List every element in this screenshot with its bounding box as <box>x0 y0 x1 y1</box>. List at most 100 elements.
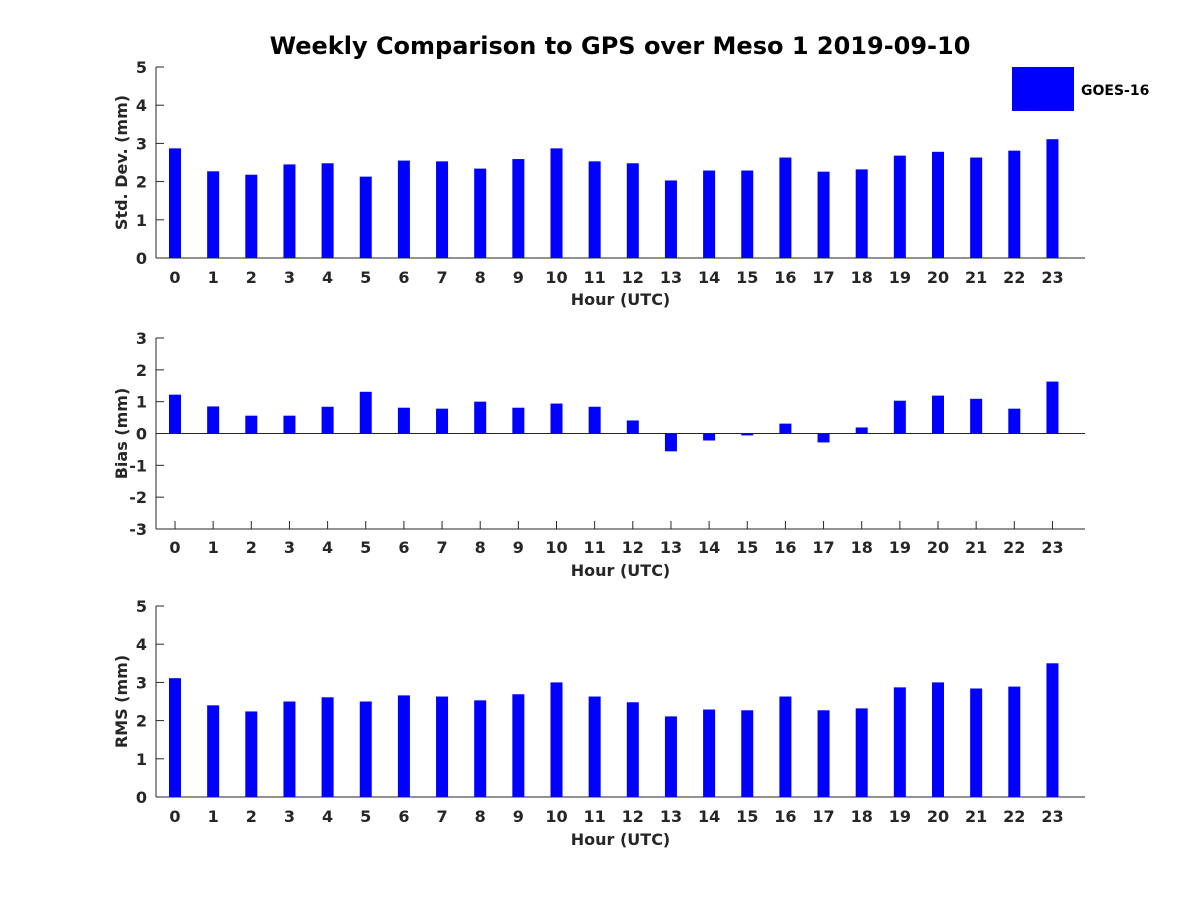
bias-y-axis-label: Bias (mm) <box>112 388 131 480</box>
std-dev-y-tick-label: 0 <box>136 249 147 268</box>
bias-x-tick-label: 19 <box>889 538 911 557</box>
rms-bar-hour-4 <box>321 697 334 797</box>
std-dev-y-tick-label: 1 <box>136 211 147 230</box>
std-dev-bar-hour-16 <box>779 157 792 258</box>
std-dev-bar-hour-1 <box>207 171 220 258</box>
rms-bar-hour-11 <box>588 696 601 797</box>
bias-y-tick-label: 2 <box>136 361 147 380</box>
rms-y-tick-label: 3 <box>136 673 147 692</box>
std-dev-x-tick-label: 23 <box>1041 268 1063 287</box>
rms-x-tick-label: 7 <box>436 807 447 826</box>
rms-bar-hour-7 <box>436 696 449 797</box>
rms-x-tick-label: 12 <box>622 807 644 826</box>
rms-y-tick-label: 4 <box>136 635 147 654</box>
bias-bar-hour-11 <box>588 406 601 434</box>
bias-y-tick-label: -3 <box>129 520 147 539</box>
std-dev-x-tick-label: 17 <box>812 268 834 287</box>
std-dev-bar-hour-4 <box>321 163 334 258</box>
std-dev-x-tick-label: 9 <box>513 268 524 287</box>
bias-bar-hour-9 <box>512 407 525 434</box>
rms-bar-hour-6 <box>397 695 410 797</box>
bias-x-tick-label: 1 <box>208 538 219 557</box>
std-dev-bar-hour-7 <box>436 161 449 258</box>
bias-bar-hour-12 <box>626 420 639 434</box>
bias-bar-hour-4 <box>321 406 334 434</box>
rms-x-tick-label: 3 <box>284 807 295 826</box>
bias-x-tick-label: 23 <box>1041 538 1063 557</box>
std-dev-x-tick-label: 3 <box>284 268 295 287</box>
bias-x-tick-label: 0 <box>169 538 180 557</box>
rms-bar-hour-21 <box>970 688 983 797</box>
bias-x-tick-label: 7 <box>436 538 447 557</box>
std-dev-x-tick-label: 14 <box>698 268 720 287</box>
std-dev-x-tick-label: 1 <box>208 268 219 287</box>
rms-x-tick-label: 19 <box>889 807 911 826</box>
std-dev-x-tick-label: 18 <box>851 268 873 287</box>
bias-x-tick-label: 16 <box>774 538 796 557</box>
std-dev-bar-hour-2 <box>245 174 258 258</box>
rms-x-axis-label: Hour (UTC) <box>571 830 671 849</box>
rms-bar-hour-8 <box>474 700 487 797</box>
std-dev-x-tick-label: 5 <box>360 268 371 287</box>
std-dev-bar-hour-22 <box>1008 150 1021 258</box>
rms-y-tick-label: 5 <box>136 597 147 616</box>
rms-bar-hour-1 <box>207 705 220 797</box>
rms-x-tick-label: 22 <box>1003 807 1025 826</box>
legend-swatch <box>1012 67 1074 111</box>
rms-x-tick-label: 5 <box>360 807 371 826</box>
rms-x-tick-label: 4 <box>322 807 333 826</box>
std-dev-x-tick-label: 20 <box>927 268 949 287</box>
rms-x-tick-label: 23 <box>1041 807 1063 826</box>
rms-x-tick-label: 11 <box>584 807 606 826</box>
rms-bar-hour-16 <box>779 696 792 797</box>
std-dev-x-tick-label: 19 <box>889 268 911 287</box>
bias-bar-hour-6 <box>397 407 410 434</box>
rms-bar-hour-12 <box>626 702 639 797</box>
std-dev-bar-hour-13 <box>664 180 677 258</box>
rms-x-tick-label: 2 <box>246 807 257 826</box>
rms-x-tick-label: 18 <box>851 807 873 826</box>
bias-x-tick-label: 15 <box>736 538 758 557</box>
bias-x-tick-label: 18 <box>851 538 873 557</box>
std-dev-bar-hour-5 <box>359 176 372 258</box>
rms-bar-hour-22 <box>1008 686 1021 797</box>
std-dev-x-axis-label: Hour (UTC) <box>571 290 671 309</box>
std-dev-bar-hour-14 <box>703 170 716 258</box>
std-dev-bar-hour-15 <box>741 170 754 258</box>
std-dev-x-tick-label: 13 <box>660 268 682 287</box>
bias-x-tick-label: 20 <box>927 538 949 557</box>
bias-bar-hour-10 <box>550 403 563 434</box>
std-dev-x-tick-label: 16 <box>774 268 796 287</box>
rms-x-tick-label: 6 <box>398 807 409 826</box>
std-dev-x-tick-label: 7 <box>436 268 447 287</box>
bias-x-tick-label: 21 <box>965 538 987 557</box>
bias-x-tick-label: 6 <box>398 538 409 557</box>
rms-x-tick-label: 17 <box>812 807 834 826</box>
bias-y-tick-label: -2 <box>129 488 147 507</box>
std-dev-bar-hour-10 <box>550 148 563 258</box>
bias-bar-hour-16 <box>779 423 792 434</box>
std-dev-x-tick-label: 11 <box>584 268 606 287</box>
rms-y-tick-label: 1 <box>136 750 147 769</box>
std-dev-bar-hour-17 <box>817 171 830 258</box>
std-dev-y-tick-label: 5 <box>136 58 147 77</box>
rms-x-tick-label: 13 <box>660 807 682 826</box>
legend-label: GOES-16 <box>1081 83 1149 99</box>
rms-y-tick-label: 0 <box>136 788 147 807</box>
std-dev-x-tick-label: 10 <box>545 268 567 287</box>
rms-bar-hour-15 <box>741 710 754 797</box>
bias-x-tick-label: 4 <box>322 538 333 557</box>
bias-bar-hour-20 <box>932 395 944 434</box>
bias-x-tick-label: 11 <box>584 538 606 557</box>
bias-bar-hour-13 <box>664 433 677 452</box>
bias-x-tick-label: 2 <box>246 538 257 557</box>
bias-bar-hour-5 <box>359 391 372 434</box>
bias-bar-hour-2 <box>245 415 258 434</box>
rms-bar-hour-5 <box>359 701 372 797</box>
bias-bar-hour-8 <box>474 401 487 434</box>
bias-x-axis-label: Hour (UTC) <box>571 561 671 580</box>
bias-bar-hour-1 <box>207 406 220 434</box>
bias-bar-hour-0 <box>169 394 181 434</box>
